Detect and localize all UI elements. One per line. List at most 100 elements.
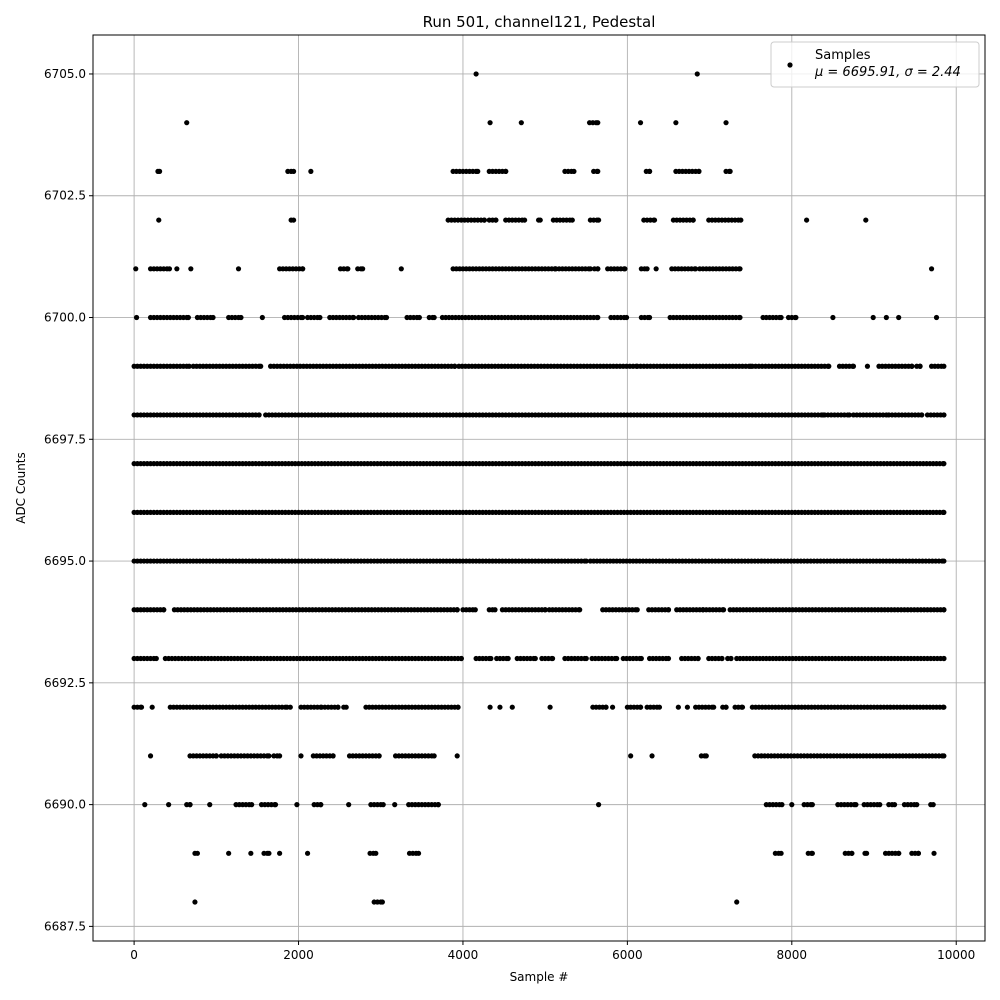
data-point (941, 412, 947, 418)
data-point (266, 753, 272, 759)
data-point (727, 168, 733, 174)
data-point (583, 558, 589, 564)
data-point (304, 850, 311, 856)
data-point (188, 266, 194, 272)
data-point (809, 850, 815, 856)
data-point (542, 607, 548, 613)
data-point (415, 850, 422, 856)
data-point (522, 217, 528, 223)
x-tick-label: 8000 (777, 948, 808, 962)
legend-marker (787, 62, 793, 68)
data-point (595, 314, 601, 321)
data-point (891, 802, 898, 808)
data-point (298, 753, 304, 759)
data-point (720, 607, 727, 613)
y-tick-label: 6697.5 (44, 432, 86, 446)
data-point (166, 802, 172, 808)
data-point (235, 266, 242, 272)
data-point (493, 217, 499, 223)
data-point (452, 363, 458, 369)
data-point (392, 802, 398, 808)
y-axis-ticks: 6687.5 6690.0 6692.5 6695.0 6697.5 6700.0 6702… (44, 67, 93, 933)
data-point (690, 217, 696, 223)
data-point (238, 314, 244, 321)
data-point (294, 802, 300, 808)
x-tick-label: 10000 (937, 948, 975, 962)
data-point (416, 314, 422, 321)
data-point (343, 704, 349, 710)
data-point (614, 655, 620, 662)
data-point (458, 655, 464, 662)
data-point (941, 607, 947, 613)
data-point (455, 704, 461, 710)
data-point (941, 461, 947, 467)
data-point (896, 314, 902, 321)
data-point (849, 850, 855, 856)
data-point (351, 314, 357, 321)
data-point (917, 363, 923, 369)
data-point (149, 704, 155, 710)
y-tick-label: 6700.0 (44, 311, 86, 325)
data-point (628, 753, 634, 759)
data-point (287, 704, 293, 710)
data-point (153, 655, 159, 662)
data-point (503, 168, 509, 174)
data-point (595, 168, 601, 174)
data-point (383, 314, 390, 321)
data-point (623, 314, 630, 321)
data-point (914, 802, 920, 808)
legend-series-label: Samples (815, 48, 871, 63)
data-point (693, 266, 699, 272)
data-point (472, 607, 478, 613)
data-point (779, 802, 785, 808)
data-point (380, 802, 386, 808)
data-point (656, 704, 663, 710)
data-point (826, 363, 832, 369)
data-point (665, 607, 672, 613)
data-point (638, 655, 644, 662)
data-point (933, 314, 940, 321)
data-point (694, 71, 700, 77)
y-tick-label: 6705.0 (44, 67, 86, 81)
data-point (185, 314, 191, 321)
data-point (161, 607, 167, 613)
data-point (778, 850, 784, 856)
data-point (719, 655, 725, 662)
data-point (941, 558, 947, 564)
data-point (728, 655, 734, 662)
data-point (345, 266, 351, 272)
x-tick-label: 4000 (448, 948, 479, 962)
data-point (864, 850, 870, 856)
data-point (877, 802, 883, 808)
data-point (622, 266, 628, 272)
data-point (547, 704, 553, 710)
data-point (653, 266, 659, 272)
data-point (335, 704, 341, 710)
x-tick-label: 0 (130, 948, 138, 962)
data-point (248, 850, 254, 856)
data-point (649, 753, 655, 759)
data-point (142, 802, 148, 808)
chart-title: Run 501, channel121, Pedestal (423, 13, 656, 31)
data-point (915, 850, 922, 856)
data-point (931, 850, 937, 856)
data-point (941, 363, 947, 369)
data-points (131, 71, 947, 905)
data-point (192, 899, 198, 905)
data-point (210, 314, 216, 321)
data-point (308, 168, 314, 174)
data-point (577, 607, 583, 613)
data-point (695, 655, 701, 662)
data-point (587, 266, 593, 272)
data-point (569, 217, 575, 223)
data-point (166, 266, 173, 272)
data-point (596, 802, 602, 808)
data-point (595, 120, 601, 126)
data-point (488, 655, 494, 662)
y-tick-label: 6695.0 (44, 554, 86, 568)
legend: Samples μ = 6695.91, σ = 2.44 (770, 41, 980, 88)
data-point (941, 704, 947, 710)
data-point (870, 314, 876, 321)
data-point (919, 412, 925, 418)
